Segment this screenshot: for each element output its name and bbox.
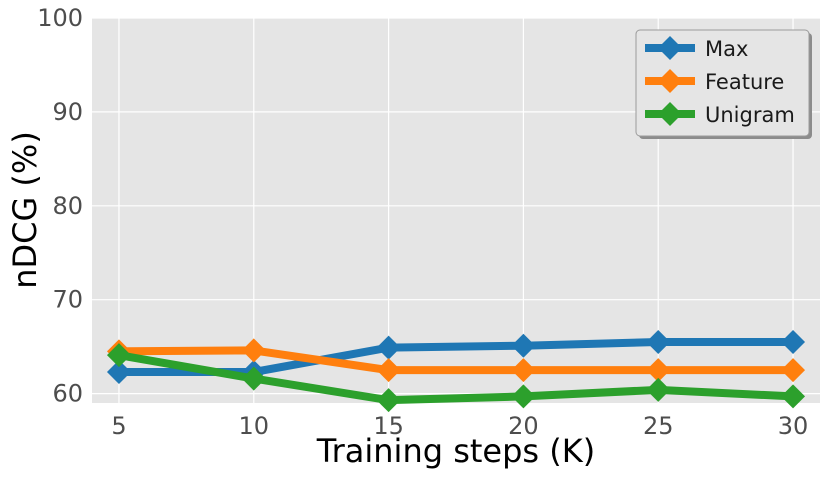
series-feature-point [511, 358, 536, 383]
legend-label-max: Max [705, 37, 748, 61]
y-tick-label: 70 [52, 286, 83, 314]
series-unigram-point [376, 388, 401, 413]
series-max-point [106, 360, 131, 385]
legend-marker-max [658, 36, 682, 60]
legend-item-feature: Feature [645, 69, 784, 94]
series-max-point [376, 335, 401, 360]
legend-label-feature: Feature [705, 70, 784, 94]
series-unigram [106, 343, 806, 413]
series-unigram-point [781, 384, 806, 409]
legend-marker-unigram [658, 102, 682, 126]
x-tick-label: 20 [508, 412, 539, 440]
legend: Max Feature Unigram [635, 29, 812, 139]
series-max-point [646, 329, 671, 354]
series-layer [106, 329, 806, 413]
series-feature-point [646, 358, 671, 383]
series-feature-point [241, 338, 266, 363]
legend-box [635, 29, 810, 137]
legend-item-unigram: Unigram [645, 102, 795, 127]
x-tick-label: 5 [111, 412, 126, 440]
series-unigram-point [646, 377, 671, 402]
y-tick-label: 60 [52, 380, 83, 408]
legend-marker-feature [658, 69, 682, 93]
y-tick-label: 100 [37, 4, 83, 32]
y-tick-label: 90 [52, 98, 83, 126]
series-unigram-point [106, 343, 131, 368]
series-feature-point [376, 358, 401, 383]
series-max-point [781, 329, 806, 354]
tick-labels: 5 10 15 20 25 30 60 70 80 90 100 [37, 4, 808, 440]
series-feature-line [118, 346, 794, 375]
series-feature-point [781, 358, 806, 383]
series-max-point [511, 333, 536, 358]
series-unigram-point [511, 384, 536, 409]
series-unigram-point [241, 366, 266, 391]
x-tick-label: 30 [778, 412, 809, 440]
x-axis-title: Training steps (K) [316, 432, 595, 470]
x-tick-label: 10 [239, 412, 270, 440]
legend-label-unigram: Unigram [705, 103, 795, 127]
x-tick-label: 25 [643, 412, 674, 440]
series-unigram-line [118, 351, 794, 405]
y-tick-label: 80 [52, 192, 83, 220]
x-tick-label: 15 [373, 412, 404, 440]
y-axis-title: nDCG (%) [6, 131, 44, 289]
legend-item-max: Max [645, 36, 748, 61]
